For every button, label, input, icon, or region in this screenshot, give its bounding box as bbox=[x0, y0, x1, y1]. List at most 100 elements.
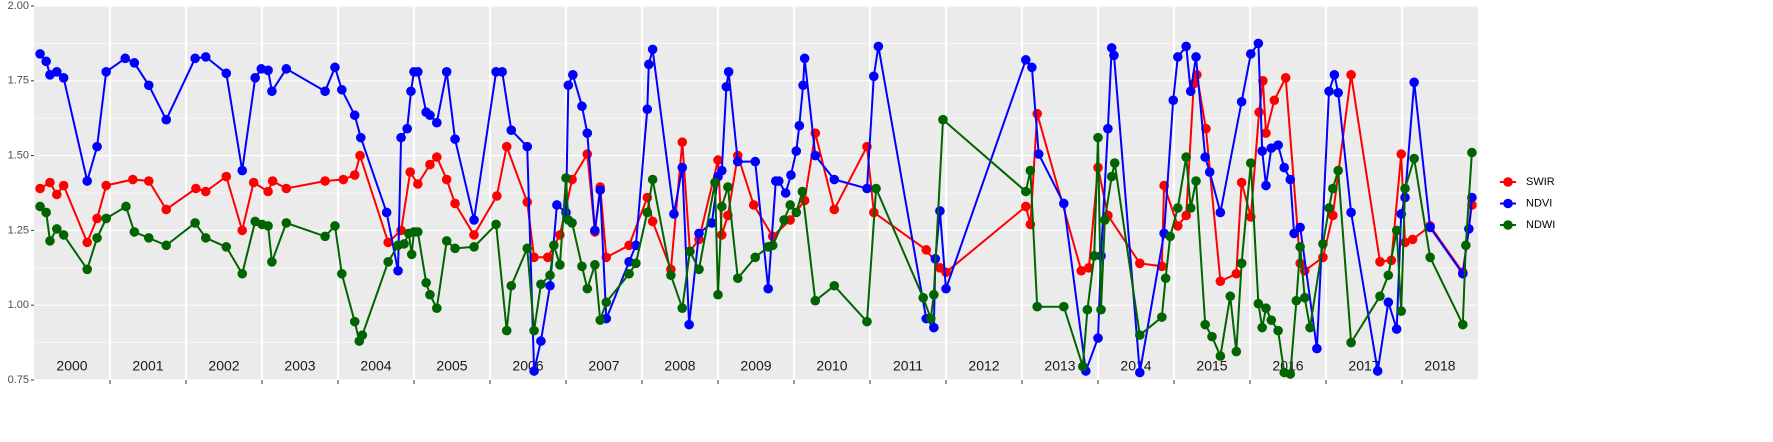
point bbox=[1467, 147, 1477, 158]
point bbox=[506, 125, 517, 135]
point bbox=[1261, 128, 1271, 138]
year-label: 2009 bbox=[740, 358, 771, 374]
year-label: 2004 bbox=[360, 358, 391, 374]
point bbox=[1096, 304, 1106, 315]
point bbox=[561, 173, 571, 183]
point bbox=[281, 183, 292, 194]
point bbox=[501, 325, 512, 336]
point bbox=[441, 67, 452, 77]
point bbox=[383, 237, 393, 248]
year-label: 2007 bbox=[588, 358, 619, 374]
point bbox=[1109, 50, 1119, 61]
point bbox=[161, 240, 172, 251]
point bbox=[590, 225, 600, 236]
point bbox=[1261, 180, 1271, 191]
point bbox=[402, 123, 412, 134]
point bbox=[330, 221, 340, 231]
point bbox=[1328, 210, 1338, 221]
point bbox=[1109, 158, 1120, 168]
point bbox=[441, 174, 452, 185]
point bbox=[862, 183, 872, 194]
year-label: 2000 bbox=[56, 358, 87, 374]
point bbox=[1257, 322, 1267, 333]
point bbox=[1181, 210, 1191, 221]
point bbox=[200, 52, 211, 62]
point bbox=[582, 149, 593, 159]
y-tick-label: 1.00 bbox=[8, 299, 29, 311]
point bbox=[522, 141, 533, 152]
point bbox=[869, 71, 879, 82]
point bbox=[685, 246, 695, 257]
point bbox=[450, 243, 460, 254]
point bbox=[1280, 73, 1291, 83]
point bbox=[425, 159, 435, 170]
point bbox=[263, 221, 273, 231]
point bbox=[721, 81, 732, 92]
point bbox=[263, 186, 273, 197]
point bbox=[871, 183, 881, 194]
point bbox=[1231, 268, 1242, 279]
point bbox=[677, 137, 688, 147]
point bbox=[396, 132, 406, 143]
point bbox=[200, 186, 211, 197]
point bbox=[522, 243, 533, 254]
legend-label: NDVI bbox=[1526, 197, 1552, 209]
point bbox=[590, 260, 600, 270]
point bbox=[595, 315, 605, 325]
point bbox=[862, 316, 872, 327]
point bbox=[1346, 337, 1356, 348]
point bbox=[1100, 215, 1110, 225]
point bbox=[529, 366, 539, 376]
point bbox=[58, 230, 69, 240]
point bbox=[1191, 52, 1201, 62]
point bbox=[1185, 86, 1196, 97]
point bbox=[190, 53, 200, 64]
point bbox=[492, 191, 502, 201]
point bbox=[1191, 176, 1201, 186]
point bbox=[469, 242, 479, 252]
point bbox=[1027, 62, 1037, 73]
point bbox=[349, 110, 360, 121]
point bbox=[450, 134, 460, 144]
point bbox=[1464, 224, 1474, 234]
point bbox=[1204, 167, 1215, 177]
point bbox=[631, 240, 641, 251]
point bbox=[1253, 38, 1264, 49]
point bbox=[791, 207, 802, 218]
year-label: 2008 bbox=[664, 358, 695, 374]
point bbox=[35, 49, 45, 59]
point bbox=[694, 228, 704, 239]
year-label: 2018 bbox=[1424, 358, 1455, 374]
point bbox=[58, 73, 69, 83]
point bbox=[250, 73, 260, 83]
point bbox=[1135, 330, 1145, 340]
point bbox=[1407, 234, 1418, 245]
point bbox=[732, 156, 743, 167]
point bbox=[1103, 123, 1113, 134]
point bbox=[810, 295, 821, 306]
point bbox=[529, 252, 539, 263]
point bbox=[143, 80, 154, 91]
point bbox=[1372, 366, 1383, 376]
point bbox=[1245, 158, 1256, 168]
point bbox=[1318, 239, 1328, 249]
point bbox=[1021, 55, 1031, 65]
point bbox=[522, 197, 533, 207]
point bbox=[810, 150, 821, 161]
point bbox=[797, 186, 808, 197]
point bbox=[1021, 201, 1031, 212]
point bbox=[425, 110, 435, 121]
point bbox=[799, 53, 810, 64]
point bbox=[794, 120, 805, 131]
point bbox=[713, 289, 723, 300]
point bbox=[1236, 177, 1247, 188]
point bbox=[1305, 322, 1315, 333]
point bbox=[1458, 268, 1468, 279]
point bbox=[941, 283, 951, 294]
point bbox=[1295, 242, 1305, 252]
point bbox=[1032, 301, 1042, 312]
point bbox=[1215, 276, 1226, 287]
point bbox=[791, 146, 802, 156]
point bbox=[1089, 251, 1099, 261]
